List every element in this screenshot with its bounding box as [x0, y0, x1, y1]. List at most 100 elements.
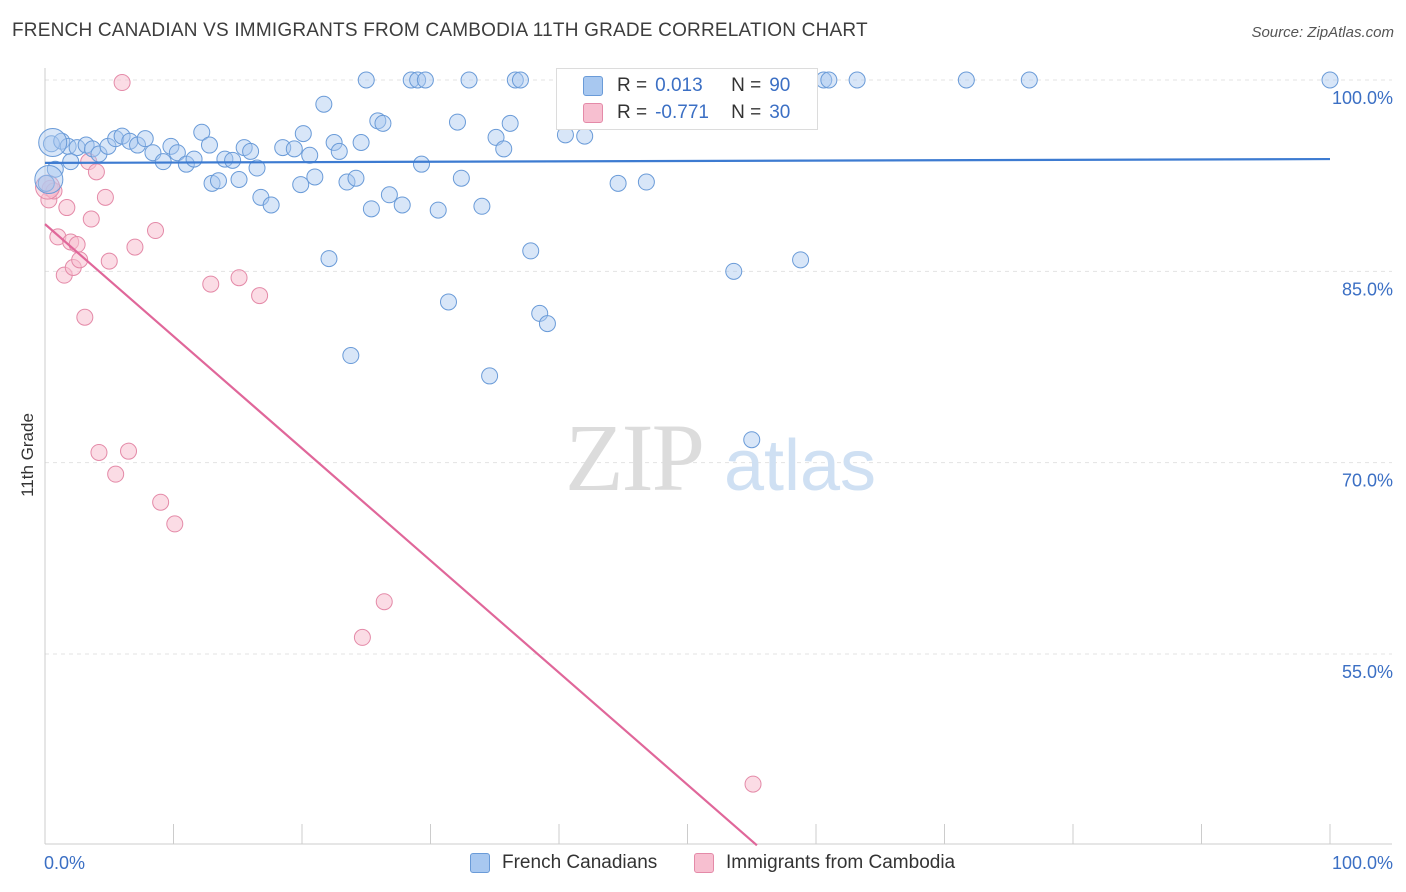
french-canadian-point — [224, 151, 242, 169]
chart-title: FRENCH CANADIAN VS IMMIGRANTS FROM CAMBO… — [12, 20, 868, 41]
french-canadian-point — [342, 347, 360, 365]
french-canadian-point — [848, 71, 866, 89]
french-canadian-point — [330, 142, 348, 160]
legend-swatch-blue — [583, 76, 603, 96]
legend-label: French Canadians — [502, 852, 658, 873]
cambodia-point — [744, 775, 762, 793]
french-canadian-point — [325, 134, 343, 152]
french-canadian-point — [495, 140, 513, 158]
cambodia-point — [166, 515, 184, 533]
cambodia-point — [107, 465, 125, 483]
french-canadian-point — [292, 176, 310, 194]
french-canadian-point — [393, 196, 411, 214]
cambodia-point — [126, 238, 144, 256]
french-canadian-point — [792, 251, 810, 269]
cambodia-trend-line — [44, 223, 758, 847]
french-canadian-point — [538, 315, 556, 333]
cambodia-point — [251, 287, 269, 305]
french-canadian-point — [820, 71, 838, 89]
french-canadian-point — [294, 125, 312, 143]
legend-swatch-blue — [470, 853, 490, 873]
french-canadian-point — [301, 146, 319, 164]
french-canadian-point — [168, 144, 186, 162]
watermark-atlas: atlas — [724, 426, 876, 506]
correlation-legend: R = 0.013 N = 90 R = -0.771 N = 30 — [556, 68, 818, 130]
cambodia-point — [90, 443, 108, 461]
gridlines — [45, 79, 1392, 655]
y-axis-label: 11th Grade — [18, 413, 37, 497]
axes — [44, 68, 1392, 845]
french-canadian-point — [42, 135, 60, 153]
cambodia-point — [76, 308, 94, 326]
french-canadian-point — [62, 153, 80, 171]
cambodia-point — [152, 493, 170, 511]
french-canadian-point — [501, 114, 519, 132]
french-canadian-point — [460, 71, 478, 89]
french-canadian-point — [306, 168, 324, 186]
series-legend: French Canadians Immigrants from Cambodi… — [0, 852, 1406, 878]
french-canadian-point — [37, 174, 55, 192]
french-canadian-point — [248, 159, 266, 177]
legend-label: Immigrants from Cambodia — [726, 852, 956, 873]
french-canadian-point — [609, 174, 627, 192]
legend-n-label: N = — [731, 102, 762, 123]
french-canadian-point — [347, 169, 365, 187]
legend-n-value: 30 — [769, 102, 791, 123]
cambodia-point — [100, 252, 118, 270]
french-canadian-point — [522, 242, 540, 260]
french-canadian-point — [481, 367, 499, 385]
french-canadian-point — [209, 172, 227, 190]
french-canadian-point — [402, 71, 420, 89]
cambodia-point — [202, 275, 220, 293]
french-canadian-point — [362, 200, 380, 218]
cambodia-point — [113, 74, 131, 92]
legend-n-label: N = — [731, 75, 762, 96]
trend-lines — [44, 157, 1331, 847]
legend-row-french-canadians: R = 0.013 N = 90 — [583, 73, 790, 99]
y-tick-label: 85.0% — [1342, 279, 1393, 299]
cambodia-point — [58, 199, 76, 217]
legend-item-french-canadians: French Canadians — [470, 852, 657, 874]
french-canadian-point — [743, 431, 761, 449]
french-canadian-point — [1020, 71, 1038, 89]
legend-item-cambodia: Immigrants from Cambodia — [694, 852, 955, 874]
y-tick-label: 55.0% — [1342, 662, 1393, 682]
french-canadian-point — [957, 71, 975, 89]
cambodia-point — [87, 163, 105, 181]
legend-r-value: -0.771 — [655, 102, 709, 123]
y-tick-label: 100.0% — [1332, 88, 1393, 108]
cambodia-point — [120, 442, 138, 460]
legend-swatch-pink — [694, 853, 714, 873]
french-canadian-point — [637, 173, 655, 191]
source-label: Source: ZipAtlas.com — [1251, 24, 1394, 41]
x-tick-label: 0.0% — [44, 853, 85, 873]
legend-n-value: 90 — [769, 75, 791, 96]
french-canadian-point — [193, 123, 211, 141]
french-canadian-point — [1321, 71, 1339, 89]
french-canadian-point — [230, 170, 248, 188]
cambodia-point — [96, 188, 114, 206]
french-canadian-point — [369, 112, 387, 130]
french-canadian-point — [34, 164, 64, 194]
cambodia-point — [375, 593, 393, 611]
french-canadian-point — [136, 130, 154, 148]
french-canadian-point — [473, 197, 491, 215]
legend-r-label: R = — [617, 102, 648, 123]
french-canadian-point — [576, 127, 594, 145]
x-tick-label: 100.0% — [1332, 853, 1393, 873]
french-canadian-point — [285, 140, 303, 158]
french-canadian-point — [320, 250, 338, 268]
french-canadian-points — [34, 71, 1339, 449]
cambodia-point — [147, 222, 165, 240]
legend-row-cambodia: R = -0.771 N = 30 — [583, 100, 790, 126]
french-canadian-trend-line — [44, 157, 1331, 165]
tick-labels: 100.0% 85.0% 70.0% 55.0% 0.0% 100.0% — [44, 88, 1393, 873]
french-canadian-point — [200, 136, 218, 154]
french-canadian-point — [452, 169, 470, 187]
french-canadian-point — [242, 142, 260, 160]
french-canadian-point — [357, 71, 375, 89]
legend-swatch-pink — [583, 103, 603, 123]
french-canadian-point — [413, 155, 431, 173]
french-canadian-point — [315, 95, 333, 113]
